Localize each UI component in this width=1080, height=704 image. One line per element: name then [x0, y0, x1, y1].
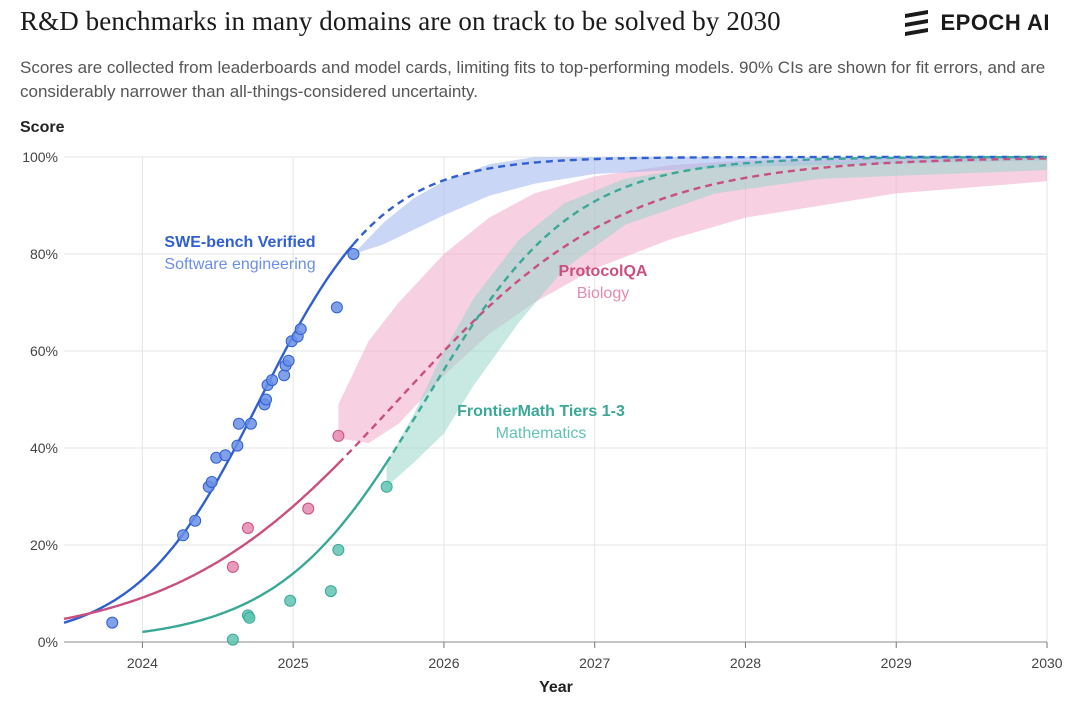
logo-text: EPOCH AI — [940, 10, 1050, 35]
series-1-fit — [63, 157, 1047, 621]
series-0-fit — [63, 155, 1047, 624]
data-point — [266, 374, 279, 387]
x-tick-label: 2029 — [881, 655, 912, 671]
data-point — [231, 439, 244, 452]
y-tick-label: 80% — [30, 246, 58, 262]
x-tick-label: 2024 — [127, 655, 158, 671]
data-point — [284, 594, 297, 607]
series-label-domain: Biology — [577, 285, 629, 302]
data-point — [244, 417, 257, 430]
series-label-name: ProtocolQA — [559, 263, 648, 280]
x-tick-label: 2027 — [579, 655, 610, 671]
fit-line-solid — [63, 243, 355, 624]
fit-line-solid — [63, 462, 340, 621]
confidence-band-2 — [386, 157, 1048, 487]
series-label-name: SWE-bench Verified — [164, 234, 315, 251]
x-tick-label: 2026 — [428, 655, 459, 671]
data-point — [302, 502, 315, 515]
series-2-points — [226, 480, 393, 646]
epoch-ai-logo: EPOCH AI — [902, 10, 1050, 36]
data-point — [332, 429, 345, 442]
series-label-name: FrontierMath Tiers 1-3 — [457, 403, 625, 420]
y-axis-title: Score — [20, 119, 65, 136]
data-point — [260, 393, 273, 406]
y-tick-label: 60% — [30, 343, 58, 359]
x-tick-label: 2028 — [730, 655, 761, 671]
fit-line-projection — [352, 155, 1047, 245]
data-point — [226, 560, 239, 573]
fit-line-projection — [385, 155, 1047, 464]
y-tick-label: 0% — [38, 634, 58, 650]
y-tick-label: 20% — [30, 537, 58, 553]
data-point — [106, 616, 119, 629]
confidence-bands — [338, 157, 1048, 487]
data-point — [205, 475, 218, 488]
data-point — [177, 529, 190, 542]
x-tick-label: 2025 — [278, 655, 309, 671]
chart-subtitle: Scores are collected from leaderboards a… — [20, 58, 1046, 101]
series-label-domain: Mathematics — [496, 425, 587, 442]
data-point — [219, 449, 232, 462]
y-tick-label: 100% — [22, 149, 58, 165]
data-point — [232, 417, 245, 430]
data-point — [332, 543, 345, 556]
fit-line-projection — [337, 157, 1047, 465]
x-axis-title: Year — [539, 679, 573, 696]
data-point — [330, 301, 343, 314]
data-point — [282, 354, 295, 367]
data-point — [241, 522, 254, 535]
epoch-stripes-icon — [905, 10, 929, 36]
chart-title: R&D benchmarks in many domains are on tr… — [20, 6, 781, 36]
confidence-band-0 — [353, 157, 1047, 254]
data-point — [226, 633, 239, 646]
data-point — [189, 514, 202, 527]
series-1-points — [226, 429, 345, 573]
x-tick-label: 2030 — [1031, 655, 1062, 671]
series-2-fit — [142, 155, 1047, 634]
series-0-points — [106, 248, 360, 629]
data-point — [324, 585, 337, 598]
data-point — [347, 248, 360, 260]
series-label-domain: Software engineering — [164, 256, 315, 273]
y-tick-label: 40% — [30, 440, 58, 456]
confidence-band-1 — [338, 157, 1047, 444]
fit-line-solid — [142, 461, 388, 634]
data-point — [380, 480, 393, 493]
data-point — [278, 369, 291, 382]
data-point — [294, 323, 307, 336]
data-point — [243, 611, 256, 624]
